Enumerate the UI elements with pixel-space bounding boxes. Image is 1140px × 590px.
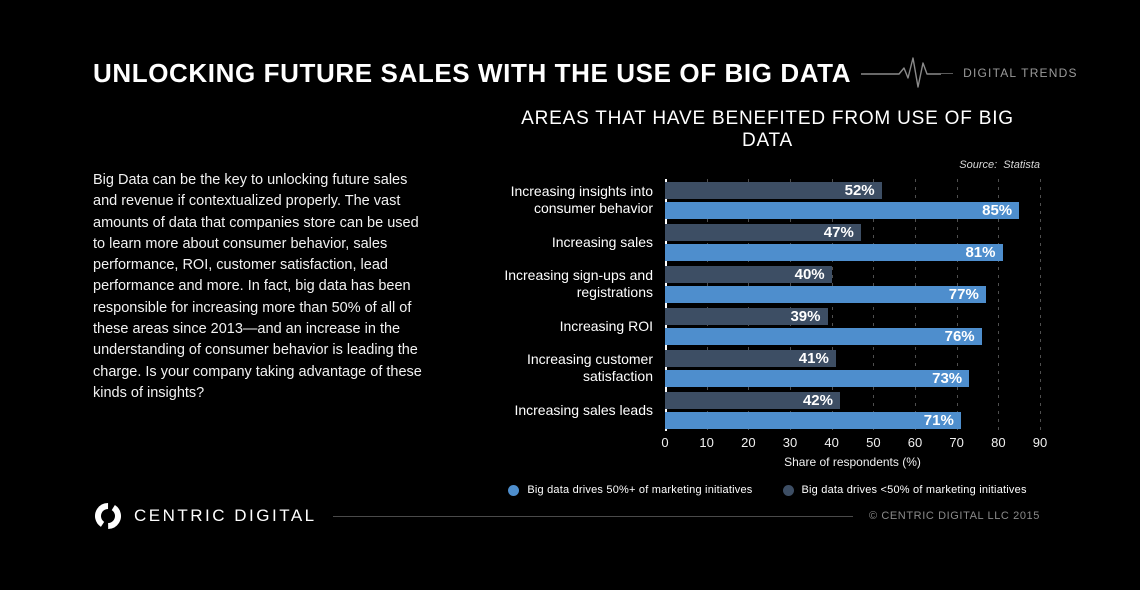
- bar: 73%: [665, 369, 970, 387]
- header: UNLOCKING FUTURE SALES WITH THE USE OF B…: [93, 54, 1077, 92]
- gridline: [998, 179, 1000, 431]
- centric-digital-logo-icon: [95, 503, 121, 529]
- category-labels: Increasing insights into consumer behavi…: [495, 179, 665, 431]
- x-axis-tick: 10: [699, 435, 714, 450]
- bar-value-label: 42%: [802, 391, 833, 409]
- bar: 52%: [665, 181, 882, 199]
- x-axis-label: Share of respondents (%): [784, 455, 921, 469]
- gridline: [790, 179, 791, 431]
- gridline: [873, 179, 875, 431]
- plot-rows: 52% 85% 47% 81% 40% 77% 39% 76% 41% 73% 42% 71%: [665, 179, 1040, 431]
- bar-value-label: 85%: [982, 201, 1013, 219]
- pulse-divider: [861, 54, 954, 92]
- intro-paragraph: Big Data can be the key to unlocking fut…: [93, 172, 422, 401]
- bar: 39%: [665, 307, 828, 325]
- chart-legend: Big data drives 50%+ of marketing initia…: [495, 484, 1040, 496]
- bar: 47%: [665, 223, 861, 241]
- bar-value-label: 73%: [932, 369, 963, 387]
- bar-group: 47% 81%: [665, 221, 1040, 263]
- gridline: [956, 179, 958, 431]
- x-axis-ticks: 0 10 20 30 40 50 60 70 80 90: [661, 435, 1047, 452]
- category-label: Increasing insights into consumer behavi…: [510, 183, 653, 216]
- chart-title: AREAS THAT HAVE BENEFITED FROM USE OF BI…: [521, 108, 1014, 151]
- gridline: [748, 179, 750, 431]
- bar-value-label: 47%: [823, 223, 854, 241]
- bar-group: 41% 73%: [665, 347, 1040, 389]
- bar-value-label: 40%: [794, 265, 825, 283]
- gridline: [831, 179, 833, 431]
- y-axis-line: [665, 179, 667, 431]
- bar-value-label: 81%: [965, 243, 996, 261]
- category-label: Increasing ROI: [559, 317, 653, 334]
- bar-value-label: 76%: [944, 327, 975, 345]
- bar: 71%: [665, 411, 961, 429]
- bar: 40%: [665, 265, 832, 283]
- x-axis-tick: 50: [866, 435, 881, 450]
- category-label: Increasing sales: [551, 233, 653, 250]
- legend-item: Big data drives 50%+ of marketing initia…: [508, 484, 752, 496]
- bar: 42%: [665, 391, 840, 409]
- gridline: [1040, 179, 1041, 431]
- heartbeat-pulse-icon: [861, 57, 942, 88]
- category-label: Increasing customer satisfaction: [526, 351, 653, 384]
- bar-value-label: 71%: [923, 411, 954, 429]
- bar-group: 40% 77%: [665, 263, 1040, 305]
- legend-dot-icon: [782, 484, 794, 496]
- bar-value-label: 77%: [948, 285, 979, 303]
- bar: 85%: [665, 201, 1020, 219]
- copyright-text: © CENTRIC DIGITAL LLC 2015: [868, 510, 1040, 522]
- digital-trends-label: DIGITAL TRENDS: [963, 66, 1078, 80]
- legend-item: Big data drives <50% of marketing initia…: [782, 484, 1027, 496]
- bar: 77%: [665, 285, 986, 303]
- gridline: [915, 179, 916, 431]
- bar-group: 39% 76%: [665, 305, 1040, 347]
- chart: AREAS THAT HAVE BENEFITED FROM USE OF BI…: [495, 108, 1047, 496]
- legend-label: Big data drives <50% of marketing initia…: [801, 484, 1027, 496]
- x-axis-tick: 90: [1032, 435, 1048, 450]
- brand-name: CENTRIC DIGITAL: [134, 506, 317, 525]
- bar: 81%: [665, 243, 1003, 261]
- footer-divider-line: [332, 515, 853, 517]
- bar-value-label: 39%: [790, 307, 821, 325]
- footer: CENTRIC DIGITAL © CENTRIC DIGITAL LLC 20…: [93, 501, 1040, 531]
- x-axis-tick: 30: [782, 435, 798, 450]
- x-axis-tick: 80: [991, 435, 1006, 450]
- chart-source: Source: Statista: [959, 159, 1040, 171]
- bar: 76%: [665, 327, 982, 345]
- bar-group: 42% 71%: [665, 389, 1040, 431]
- legend-dot-icon: [508, 484, 520, 496]
- x-axis-tick: 0: [661, 435, 669, 450]
- plot-area: 52% 85% 47% 81% 40% 77% 39% 76% 41% 73% 42% 71%: [665, 179, 1041, 431]
- bar-group: 52% 85%: [665, 179, 1040, 221]
- bar-value-label: 41%: [798, 349, 829, 367]
- x-axis-tick: 60: [907, 435, 923, 450]
- category-label: Increasing sign-ups and registrations: [504, 267, 653, 300]
- gridline: [706, 179, 708, 431]
- divider-line: [941, 72, 954, 74]
- category-label: Increasing sales leads: [514, 401, 653, 418]
- x-axis-tick: 40: [824, 435, 839, 450]
- x-axis-tick: 70: [949, 435, 964, 450]
- x-axis-tick: 20: [741, 435, 756, 450]
- page-title: UNLOCKING FUTURE SALES WITH THE USE OF B…: [93, 57, 852, 88]
- bar: 41%: [665, 349, 836, 367]
- bar-value-label: 52%: [844, 181, 875, 199]
- chart-body: Increasing insights into consumer behavi…: [495, 179, 1041, 431]
- legend-label: Big data drives 50%+ of marketing initia…: [527, 484, 753, 496]
